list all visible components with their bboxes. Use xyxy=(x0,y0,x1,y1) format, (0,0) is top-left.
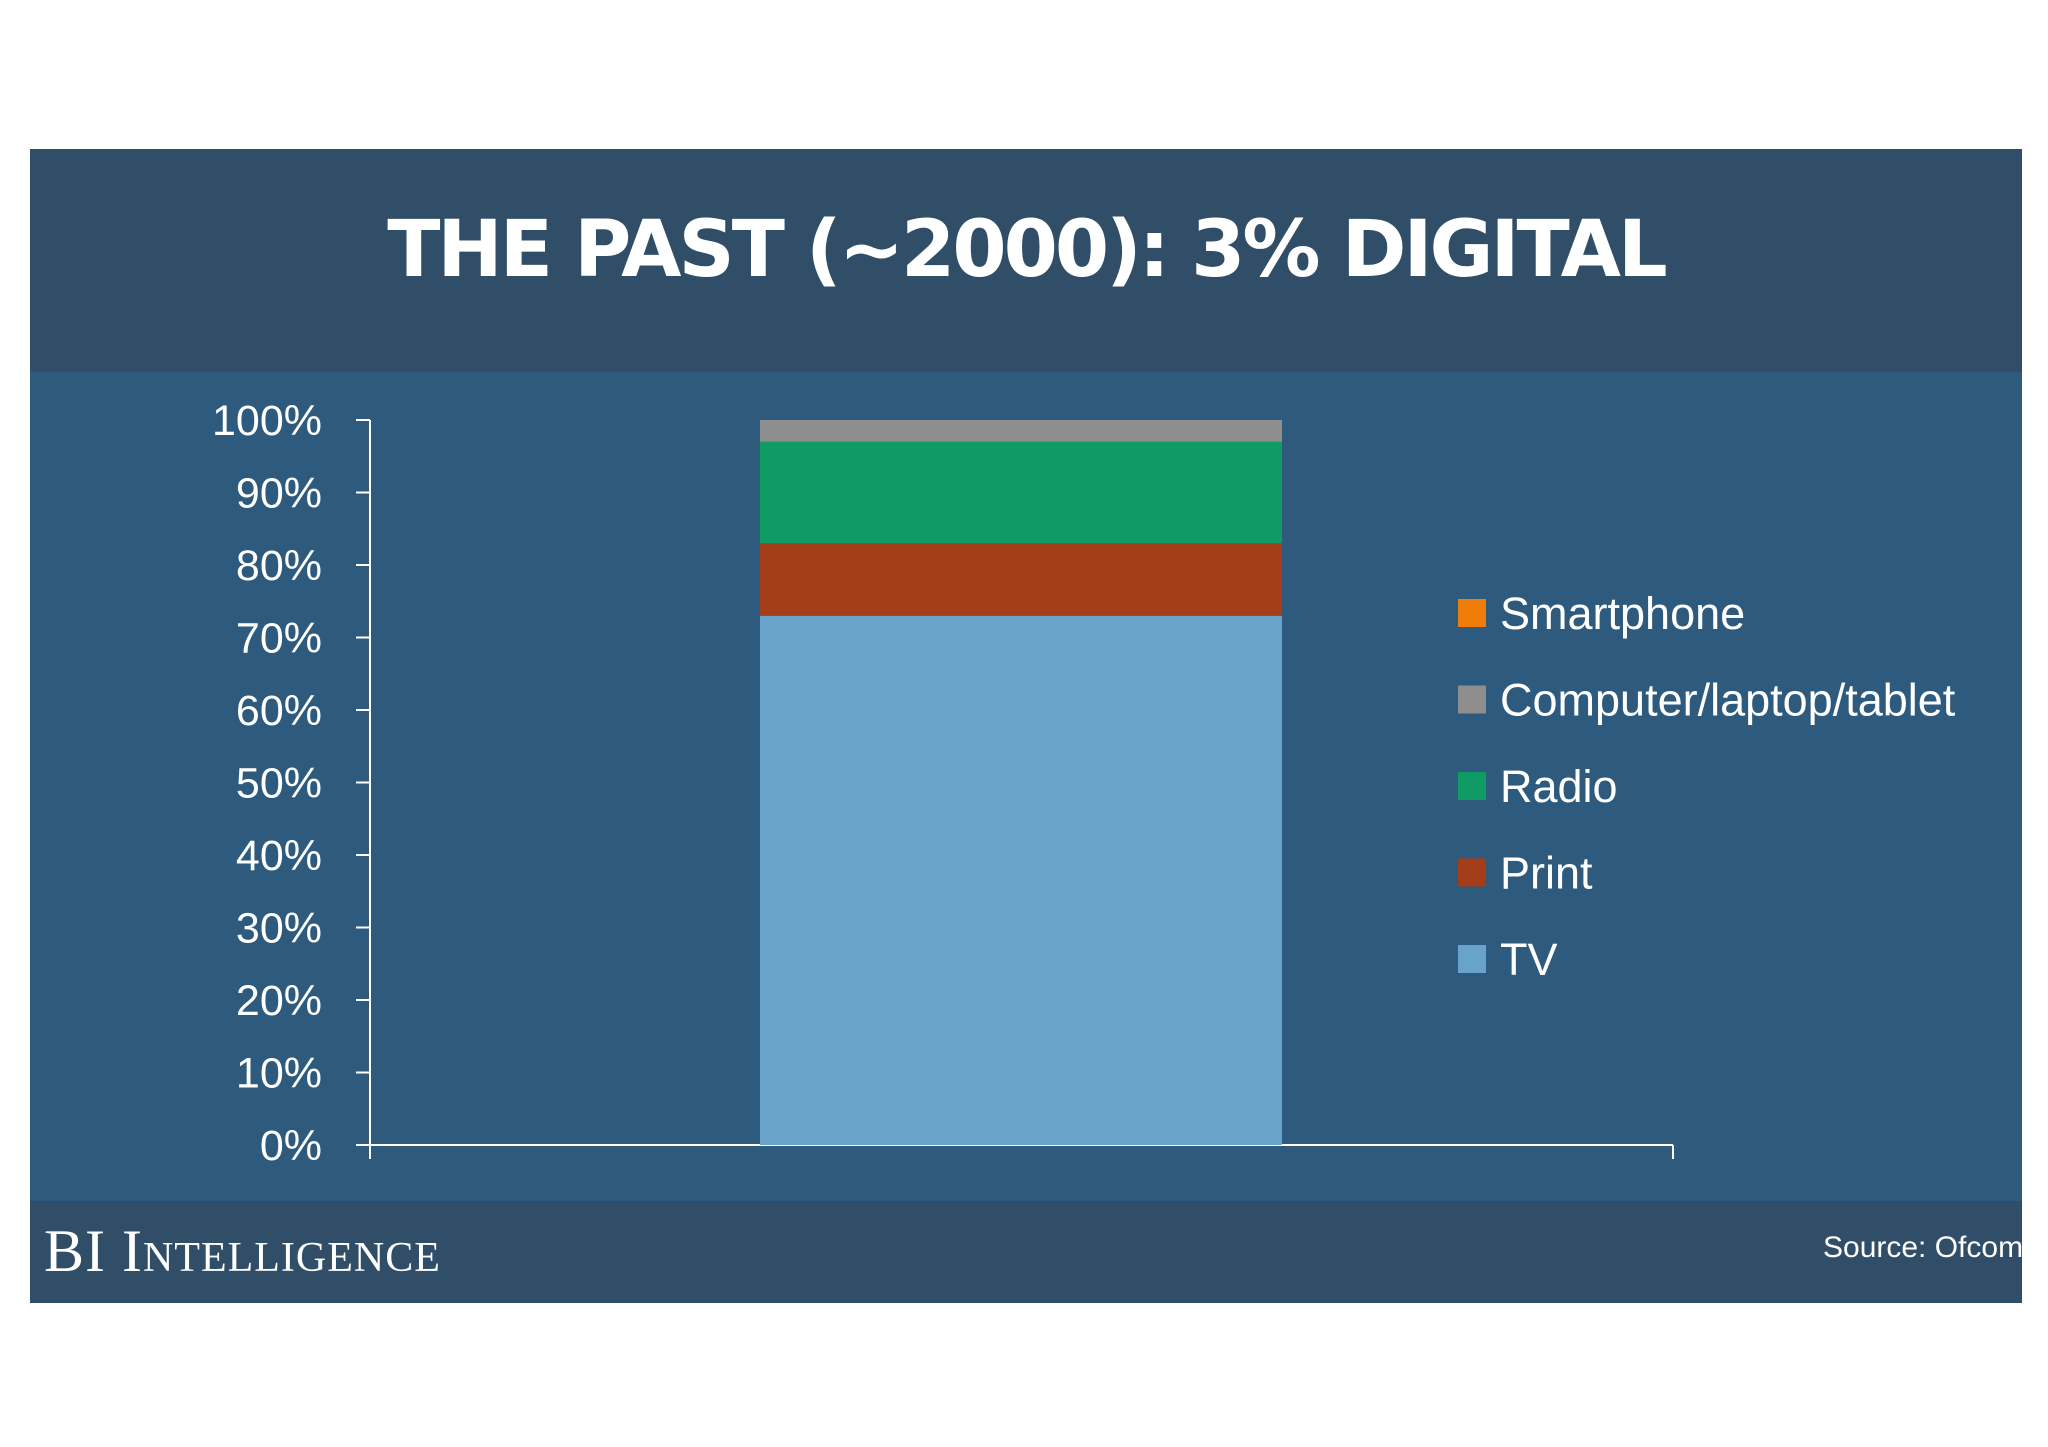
legend-swatch xyxy=(1458,685,1486,714)
legend-label: TV xyxy=(1500,934,1558,985)
slide: THE PAST (~2000): 3% DIGITAL BI Intellig… xyxy=(30,149,2022,1303)
y-axis: 0% 10% 20% 30% 40% 50% 60% 70% 80% 90% 100% xyxy=(212,397,371,1170)
title-bar: THE PAST (~2000): 3% DIGITAL xyxy=(30,149,2022,372)
legend-label: Smartphone xyxy=(1500,588,1745,639)
legend: Smartphone Computer/laptop/tablet Radio Pri… xyxy=(1458,588,1956,985)
y-tick-label: 70% xyxy=(236,615,322,663)
bar-segment-tv xyxy=(760,615,1282,1145)
bar-segment-print xyxy=(760,543,1282,616)
x-axis xyxy=(369,1144,1674,1159)
bar-segment-radio xyxy=(760,441,1282,544)
y-tick-label: 100% xyxy=(212,397,322,445)
legend-label: Print xyxy=(1500,848,1593,899)
y-tick-label: 0% xyxy=(260,1122,322,1170)
y-tick-label: 80% xyxy=(236,542,322,590)
bar-segment-computer-laptop-tablet xyxy=(760,420,1282,442)
y-tick-label: 90% xyxy=(236,470,322,518)
legend-swatch xyxy=(1458,945,1486,973)
y-tick-label: 50% xyxy=(236,760,322,808)
legend-swatch xyxy=(1458,858,1486,887)
source-note: Source: Ofcom xyxy=(1823,1233,2022,1263)
legend-swatch xyxy=(1458,599,1486,627)
y-tick-label: 20% xyxy=(236,977,322,1025)
y-tick-label: 10% xyxy=(236,1050,322,1098)
chart-title: THE PAST (~2000): 3% DIGITAL xyxy=(387,205,1668,295)
footer-bar: BI Intelligence Source: Ofcom xyxy=(30,1201,2022,1303)
bi-intelligence-logo: BI Intelligence xyxy=(44,1218,441,1284)
legend-label: Computer/laptop/tablet xyxy=(1500,675,1956,726)
legend-swatch xyxy=(1458,772,1486,800)
y-tick-label: 30% xyxy=(236,905,322,953)
legend-label: Radio xyxy=(1500,761,1618,812)
bar-stack xyxy=(760,420,1282,1145)
y-tick-label: 40% xyxy=(236,832,322,880)
y-tick-label: 60% xyxy=(236,687,322,735)
